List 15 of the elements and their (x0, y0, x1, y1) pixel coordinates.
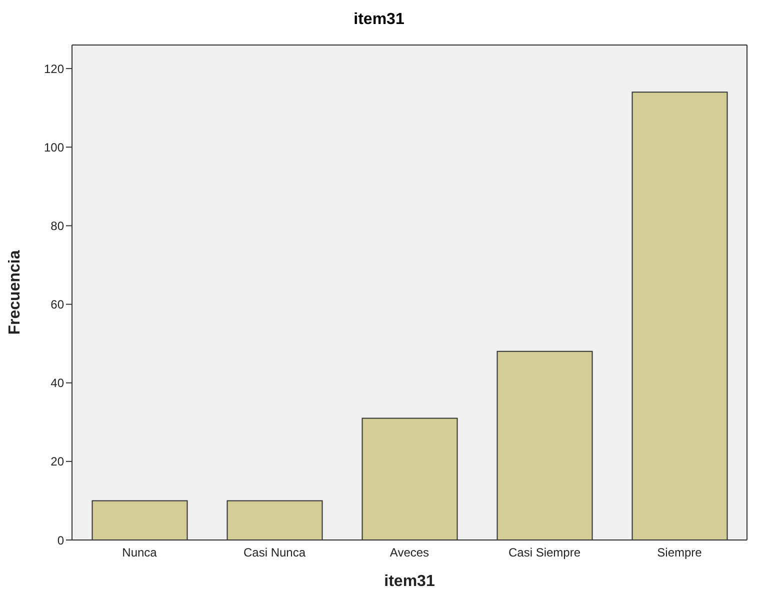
x-tick-label: Casi Siempre (508, 546, 581, 560)
y-tick-label: 100 (44, 140, 64, 154)
y-axis-title: Frecuencia (6, 250, 24, 335)
x-axis-title: item31 (384, 573, 435, 590)
y-tick-label: 20 (50, 454, 64, 469)
x-tick-label: Siempre (657, 546, 702, 560)
x-tick-label: Casi Nunca (243, 546, 306, 560)
x-tick-label: Nunca (122, 546, 158, 560)
y-tick-label: 0 (57, 533, 64, 548)
chart-title: item31 (352, 10, 406, 30)
x-tick-label: Aveces (390, 546, 430, 560)
y-tick-label: 40 (50, 376, 64, 390)
y-tick-label: 80 (50, 218, 64, 233)
y-tick-label: 60 (50, 298, 64, 312)
y-tick-label: 120 (44, 62, 64, 76)
